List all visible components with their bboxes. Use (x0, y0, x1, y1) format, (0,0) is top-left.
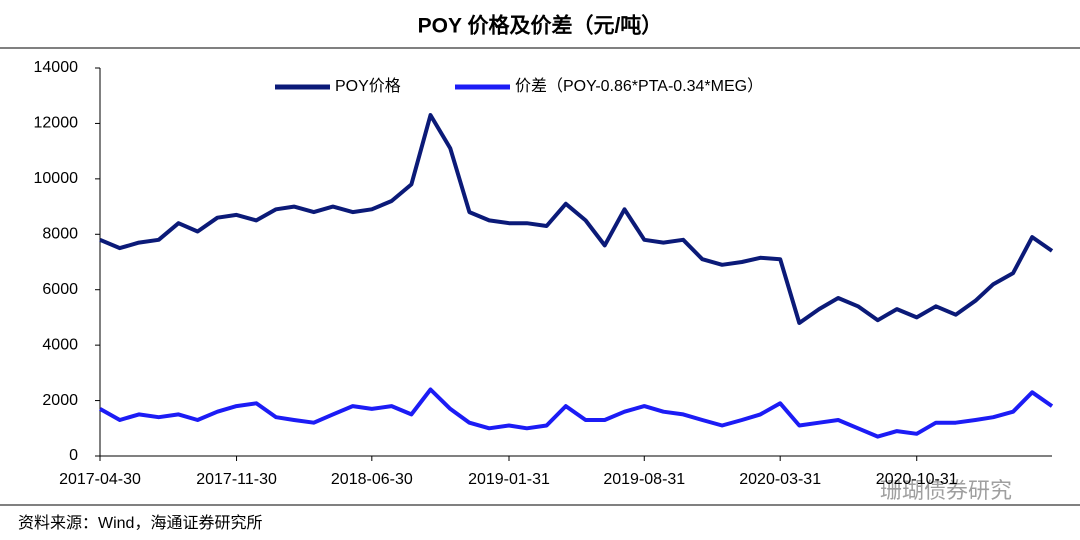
y-tick-label: 12000 (34, 115, 79, 132)
y-tick-label: 2000 (42, 392, 78, 409)
series-line (99, 387, 1054, 439)
y-tick-label: 4000 (42, 336, 78, 353)
legend-label: 价差（POY-0.86*PTA-0.34*MEG） (515, 77, 763, 95)
series-line (99, 113, 1054, 325)
x-tick-label: 2019-01-31 (468, 471, 550, 488)
legend-label: POY价格 (335, 77, 401, 95)
watermark: 珊瑚债券研究 (880, 478, 1012, 503)
x-tick-label: 2017-04-30 (59, 471, 141, 488)
x-tick-label: 2018-06-30 (331, 471, 413, 488)
chart-title: POY 价格及价差（元/吨） (418, 14, 663, 38)
y-tick-label: 0 (69, 447, 78, 464)
y-tick-label: 14000 (34, 59, 79, 76)
x-tick-label: 2019-08-31 (603, 471, 685, 488)
y-tick-label: 10000 (34, 170, 79, 187)
y-tick-label: 6000 (42, 281, 78, 298)
x-tick-label: 2017-11-30 (196, 471, 277, 488)
x-tick-label: 2020-10-31 (876, 471, 958, 488)
y-tick-label: 8000 (42, 226, 78, 243)
x-tick-label: 2020-03-31 (739, 471, 821, 488)
source: 资料来源：Wind，海通证券研究所 (18, 514, 262, 532)
